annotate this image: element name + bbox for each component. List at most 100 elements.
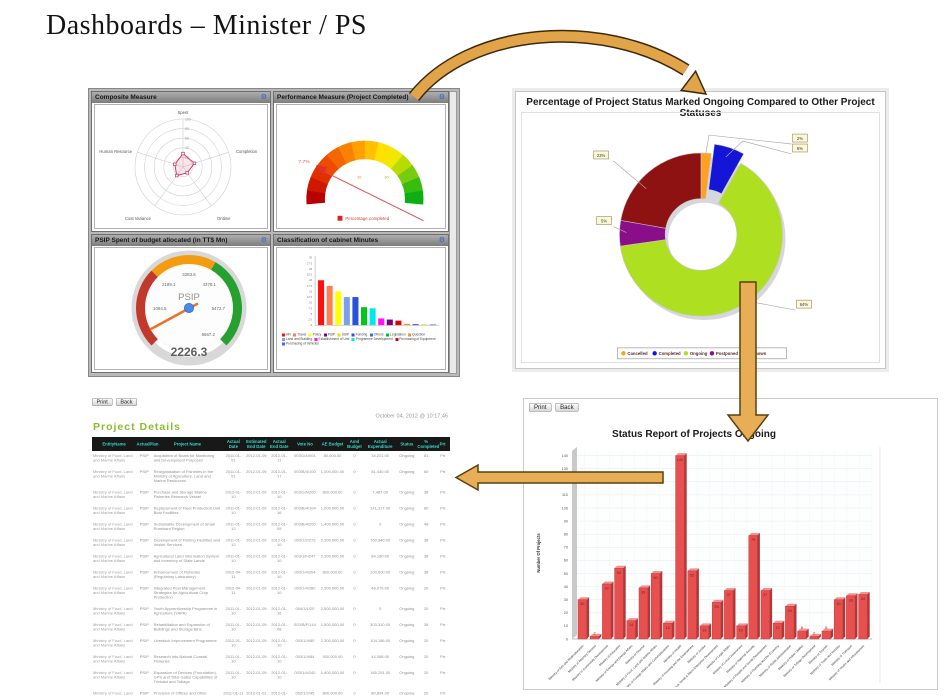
gauge-chart-body: 7.7% 30 60 100 Percentage completed [276,104,446,229]
gear-icon[interactable]: ⚙ [438,94,445,101]
y-tick-label: 20 [564,611,568,615]
y-tick-label: 5 [311,312,313,316]
print-button[interactable]: Print [92,398,113,406]
status-chart-title: Status Report of Projects Ongoing [612,429,776,440]
gauge-segment [338,142,356,164]
cell: 2012-01-09 [246,570,267,575]
back-button[interactable]: Back [115,398,138,406]
cell: 0 [379,522,382,527]
cell: 100,000.00 [370,570,391,575]
column-header: Actual Expenditure [363,437,397,451]
cell: Ongoing [399,490,415,495]
cell: PSIP [139,606,149,612]
cell: 2012-01-11 [271,453,288,463]
cell: Purchase and Storage Marine Fisheries Re… [153,490,207,499]
donut-slice-completed [708,143,745,195]
legend-swatch [293,333,297,337]
cell: Livestock Improvement Programme [153,638,217,644]
cell: PSIP [139,654,149,660]
bar [361,307,368,326]
cell: Prt [440,453,446,459]
cell: 0 [353,586,356,591]
legend-item: Purchasing of Equipment [395,338,436,341]
classification-chart-body: 0 2.5 5 7.5 10 12.5 15 17.5 20 22.5 25 27.5 30 HR Tra… [276,247,446,370]
bar [699,625,709,640]
cell: 2011-01-10 [225,670,242,680]
classification-legend: HR Travel Policy PSIP SSIP Funding Others Legis… [277,332,445,347]
donut-chart: 2% 6% 64% 5% 22% Cancelled Completed Ongoing Pos… [593,133,812,360]
bar [650,573,661,640]
cell: 2012-01-09 [246,586,267,591]
column-header: Vote No [290,437,320,451]
gear-icon[interactable]: ⚙ [260,94,267,101]
table-row: Ministry of Food, Land and Marine Affair… [92,451,450,467]
cell: PSIP [139,554,149,559]
cell: 2012-01-09 [246,670,267,676]
bar [760,590,770,640]
bar [821,630,831,640]
table-row: Ministry of Food, Land and Marine Affair… [92,652,450,668]
print-button[interactable]: Print [529,403,552,412]
cell: Ongoing [399,469,415,475]
cell: 34,201.00 [371,453,390,459]
cell: Ministry of Food, Land and Marine Affair… [93,538,133,547]
bar-value-label: 6 [801,626,803,630]
legend-item: Funding [351,333,367,337]
y-tick-label: 12.5 [307,295,313,299]
cell: 2012-01-09 [246,453,267,459]
cell: PSIP [139,570,149,575]
status-report-panel: Print Back Status Report of Projects Ong… [523,398,938,690]
bar [577,599,587,640]
dashboard-scroll-strip[interactable] [449,91,457,374]
y-tick-label: 140 [562,454,568,458]
column-header: % Completed [416,437,440,451]
back-button[interactable]: Back [555,403,579,412]
legend-label: Cancelled [627,351,648,356]
cell: 800,000.00 [322,490,343,495]
y-tick-label: 130 [562,467,568,471]
y-tick-label: 120 [562,480,568,484]
bar-value-label: 54 [617,571,621,575]
legend-item: PSIP [323,333,335,337]
legend-swatch [408,333,412,337]
cell: 2,300,000.00 [320,554,345,559]
cell: 2012-01-09 [246,638,267,644]
table-toolbar: Print Back [92,398,138,406]
table-header-row: EntityName ActualPlan Project Name Actual D… [92,437,450,451]
y-axis-title: Number Of Projects [536,533,541,573]
gauge-segment [306,190,326,205]
radar-point [181,151,185,156]
composite-measure-panel: Composite Measure ⚙ 20 40 60 80 100 Spent Comp… [91,91,271,232]
cell: 2012-01-10 [271,638,288,648]
gauge-segment [317,154,339,176]
cell: 2012-04-11 [225,570,242,579]
legend-swatch [351,333,355,337]
radar-ring-label: 60 [185,137,189,141]
bar-value-label: 52 [690,573,694,577]
cell: Agricultural Land Information System and… [153,554,220,563]
cell: 003/1/4/240 [294,670,316,676]
cell: 48 [423,522,429,527]
legend-item: Travel [293,333,306,337]
legend-item: Others [369,333,384,337]
radar-point [173,162,177,166]
y-tick-label: 25 [309,267,313,271]
bar-value-label: 30 [580,602,584,606]
dial-tick-label: 3283.6 [182,272,196,277]
cell: Reorganisation of Fisheries in the Minis… [153,469,214,484]
cell: 2012-01-09 [271,522,288,531]
gauge-value-label: 7.7% [298,159,310,165]
legend-item: Question [408,333,425,337]
bar-value-label: 39 [641,590,645,594]
cell: 003/B/F/144 [294,622,316,628]
y-tick-label: 50 [564,572,568,576]
column-header: Actual End Date [268,437,291,451]
cell: PSIP [139,691,149,695]
cell: Prt [440,606,446,612]
radar-axis-label: Ontime [217,216,231,221]
cell: 2012-01-09 [246,538,267,543]
gear-icon[interactable]: ⚙ [438,237,445,244]
gear-icon[interactable]: ⚙ [260,237,267,244]
